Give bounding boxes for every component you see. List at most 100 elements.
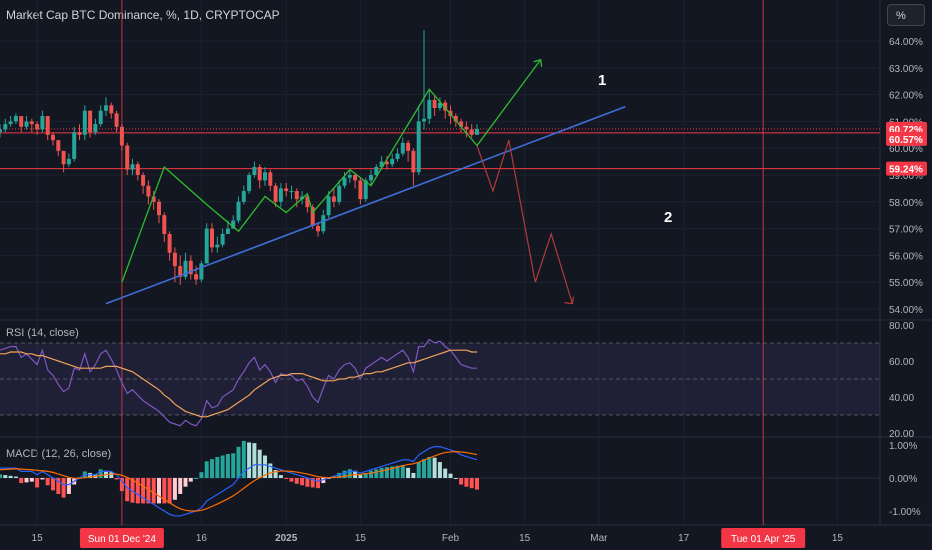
candle-body <box>411 150 416 173</box>
candle-body <box>395 153 400 159</box>
candle-body <box>104 105 108 111</box>
macd-histogram-bar <box>278 475 283 478</box>
macd-histogram-bar <box>453 478 458 479</box>
candle-body <box>72 132 77 159</box>
date-highlight-label: Sun 01 Dec '24 <box>88 534 157 545</box>
bullish-arrowhead <box>533 58 543 67</box>
macd-histogram-bar <box>51 478 55 491</box>
candle-body <box>135 164 140 175</box>
candle-body <box>236 201 241 221</box>
macd-histogram-bar <box>194 478 199 479</box>
macd-histogram-bar <box>188 478 193 482</box>
scenario-label-1: 1 <box>598 72 606 89</box>
macd-histogram-bar <box>475 478 479 490</box>
candle-body <box>278 188 283 202</box>
price-tick-label: 62.00% <box>889 91 923 102</box>
candle-body <box>252 166 257 175</box>
macd-histogram-bar <box>241 440 246 478</box>
macd-histogram-bar <box>125 478 130 502</box>
macd-pane-label: MACD (12, 26, close) <box>6 448 112 460</box>
macd-tick-label: 0.00% <box>889 474 917 485</box>
candle-body <box>188 260 193 275</box>
candle-body <box>342 177 347 186</box>
time-tick-label: 2025 <box>275 533 298 544</box>
candle-body <box>459 121 464 127</box>
time-tick-label: 15 <box>32 533 44 544</box>
candle-body <box>400 142 405 154</box>
candle-body <box>98 110 103 125</box>
macd-histogram-bar <box>310 478 315 488</box>
time-tick-label: 16 <box>196 533 208 544</box>
candle-body <box>326 196 331 216</box>
candle-body <box>194 274 199 280</box>
macd-histogram-bar <box>390 466 395 478</box>
candle-body <box>82 110 87 135</box>
macd-histogram-bar <box>19 478 24 484</box>
macd-histogram-bar <box>13 476 18 478</box>
candle-body <box>268 172 273 186</box>
macd-histogram-bar <box>263 455 267 478</box>
macd-pane[interactable] <box>0 440 880 517</box>
macd-histogram-bar <box>347 469 352 478</box>
candle-body <box>125 145 130 170</box>
candle-body <box>141 175 146 186</box>
bearish-arrowhead <box>564 296 574 305</box>
macd-histogram-bar <box>3 475 8 478</box>
price-pane[interactable]: 12 <box>0 30 880 305</box>
macd-histogram-bar <box>273 470 278 478</box>
macd-histogram-bar <box>119 478 124 492</box>
price-tick-label: 57.00% <box>889 225 923 236</box>
percent-unit-button[interactable]: % <box>887 4 925 26</box>
grid-lines <box>0 0 932 526</box>
candle-body <box>13 116 18 122</box>
macd-tick-label: 1.00% <box>889 441 917 452</box>
macd-histogram-bar <box>151 478 156 504</box>
candle-body <box>257 166 262 181</box>
macd-histogram-bar <box>374 469 379 478</box>
rsi-tick-label: 80.00 <box>889 321 914 332</box>
date-highlight-label: Tue 01 Apr '25 <box>731 534 796 545</box>
support-trendline <box>105 105 626 305</box>
date-highlight-box <box>79 528 164 548</box>
macd-histogram-bar <box>400 464 405 478</box>
price-tick-label: 63.00% <box>889 64 923 75</box>
macd-histogram-bar <box>422 459 426 478</box>
time-tick-label: 15 <box>519 533 531 544</box>
candle-body <box>310 207 315 226</box>
macd-histogram-bar <box>29 478 34 482</box>
macd-histogram-bar <box>257 449 262 478</box>
candle-body <box>347 175 352 178</box>
price-label-text: 59.24% <box>889 165 923 176</box>
candle-body <box>109 105 114 114</box>
rsi-pane[interactable] <box>0 338 880 427</box>
candle-body <box>321 215 326 232</box>
macd-histogram-bar <box>384 467 389 478</box>
macd-histogram-bar <box>448 473 453 478</box>
macd-histogram-bar <box>199 472 204 478</box>
candle-body <box>294 191 299 200</box>
macd-tick-label: -1.00% <box>889 507 921 518</box>
macd-histogram-bar <box>294 478 299 484</box>
axes: 64.00%63.00%62.00%61.00%60.00%59.00%58.0… <box>32 37 927 548</box>
candle-body <box>66 158 71 165</box>
candle-body <box>199 263 204 280</box>
macd-histogram-bar <box>220 455 225 478</box>
macd-histogram-bar <box>40 478 45 480</box>
candle-body <box>93 124 98 133</box>
candle-body <box>167 233 172 253</box>
candle-body <box>469 129 474 135</box>
macd-histogram-bar <box>416 462 421 478</box>
macd-histogram-bar <box>464 478 469 487</box>
rsi-tick-label: 40.00 <box>889 393 914 404</box>
candle-body <box>374 166 379 175</box>
macd-histogram-bar <box>316 478 320 489</box>
macd-histogram-bar <box>437 462 442 478</box>
macd-histogram-bar <box>321 478 326 484</box>
candle-body <box>178 266 183 277</box>
macd-histogram-bar <box>130 478 135 503</box>
candle-body <box>40 116 45 130</box>
candle-body <box>24 121 29 127</box>
price-tick-label: 55.00% <box>889 278 923 289</box>
candle-body <box>0 129 2 133</box>
